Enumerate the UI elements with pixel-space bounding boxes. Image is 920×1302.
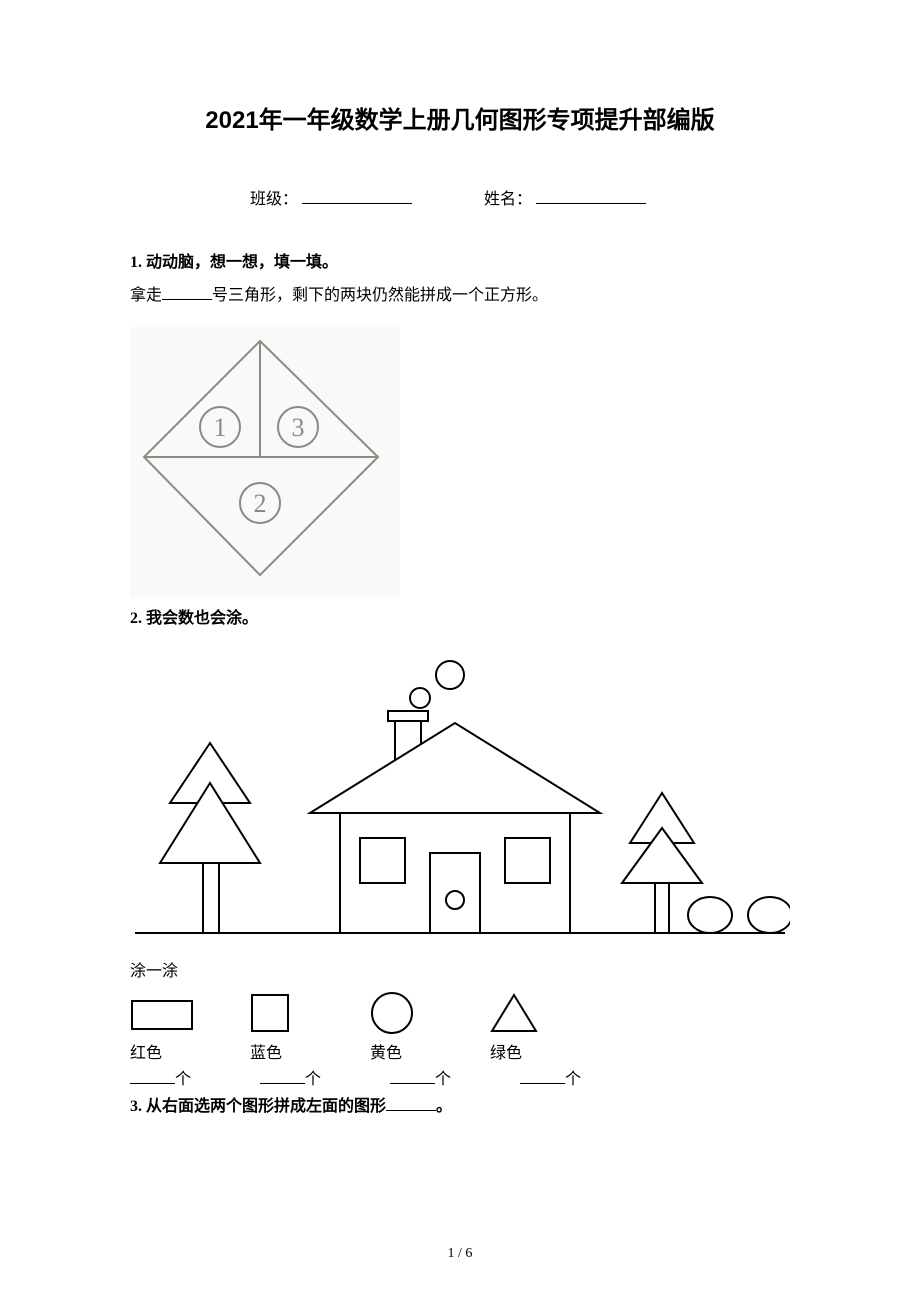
q2-num: 2. (130, 610, 146, 627)
count-cell: 个 (130, 1065, 210, 1089)
legend-item: 蓝色 (250, 991, 320, 1063)
q3-blank[interactable] (386, 1110, 436, 1111)
color-legend-row: 红色 蓝色 黄色 绿色 (130, 991, 790, 1063)
count-blank[interactable] (260, 1083, 305, 1084)
page-number: 1 / 6 (0, 1246, 920, 1262)
count-blank[interactable] (520, 1083, 565, 1084)
svg-text:3: 3 (292, 413, 305, 442)
q2-title: 我会数也会涂。 (146, 610, 258, 627)
class-blank[interactable] (302, 203, 412, 204)
q1-diamond-figure: 1 3 2 (130, 327, 400, 597)
q1-text-after: 号三角形，剩下的两块仍然能拼成一个正方形。 (212, 287, 548, 304)
q3-num: 3. (130, 1098, 146, 1115)
name-blank[interactable] (536, 203, 646, 204)
paint-label: 涂一涂 (130, 958, 790, 985)
name-label: 姓名： (484, 191, 532, 208)
legend-item: 黄色 (370, 991, 440, 1063)
color-name: 绿色 (490, 1039, 522, 1063)
circle-icon (370, 991, 440, 1035)
count-unit: 个 (435, 1071, 451, 1088)
count-unit: 个 (175, 1071, 191, 1088)
count-cell: 个 (390, 1065, 470, 1089)
color-name: 蓝色 (250, 1039, 282, 1063)
question-1: 1. 动动脑，想一想，填一填。 (130, 249, 790, 276)
square-icon (250, 991, 320, 1035)
legend-item: 红色 (130, 991, 200, 1063)
triangle-icon (490, 991, 560, 1035)
svg-text:1: 1 (214, 413, 227, 442)
q1-title: 动动脑，想一想，填一填。 (146, 254, 338, 271)
count-unit: 个 (305, 1071, 321, 1088)
student-info: 班级： 姓名： (130, 185, 790, 209)
question-2: 2. 我会数也会涂。 (130, 605, 790, 632)
house-svg (130, 653, 790, 953)
q1-num: 1. (130, 254, 146, 271)
color-name: 红色 (130, 1039, 162, 1063)
question-3: 3. 从右面选两个图形拼成左面的图形 。 (130, 1093, 790, 1120)
count-row: 个个个个 (130, 1065, 790, 1089)
svg-text:2: 2 (254, 489, 267, 518)
color-name: 黄色 (370, 1039, 402, 1063)
q1-blank[interactable] (162, 299, 212, 300)
count-unit: 个 (565, 1071, 581, 1088)
class-label: 班级： (250, 191, 298, 208)
legend-item: 绿色 (490, 991, 560, 1063)
count-blank[interactable] (390, 1083, 435, 1084)
count-blank[interactable] (130, 1083, 175, 1084)
q3-text-after: 。 (436, 1098, 452, 1115)
q1-text-before: 拿走 (130, 287, 162, 304)
count-cell: 个 (260, 1065, 340, 1089)
count-cell: 个 (520, 1065, 600, 1089)
q2-house-figure (130, 653, 790, 958)
q3-text-before: 从右面选两个图形拼成左面的图形 (146, 1098, 386, 1115)
q1-body: 拿走 号三角形，剩下的两块仍然能拼成一个正方形。 (130, 282, 790, 309)
rect-icon (130, 991, 200, 1035)
page-title: 2021年一年级数学上册几何图形专项提升部编版 (130, 100, 790, 135)
diamond-svg: 1 3 2 (130, 327, 400, 597)
